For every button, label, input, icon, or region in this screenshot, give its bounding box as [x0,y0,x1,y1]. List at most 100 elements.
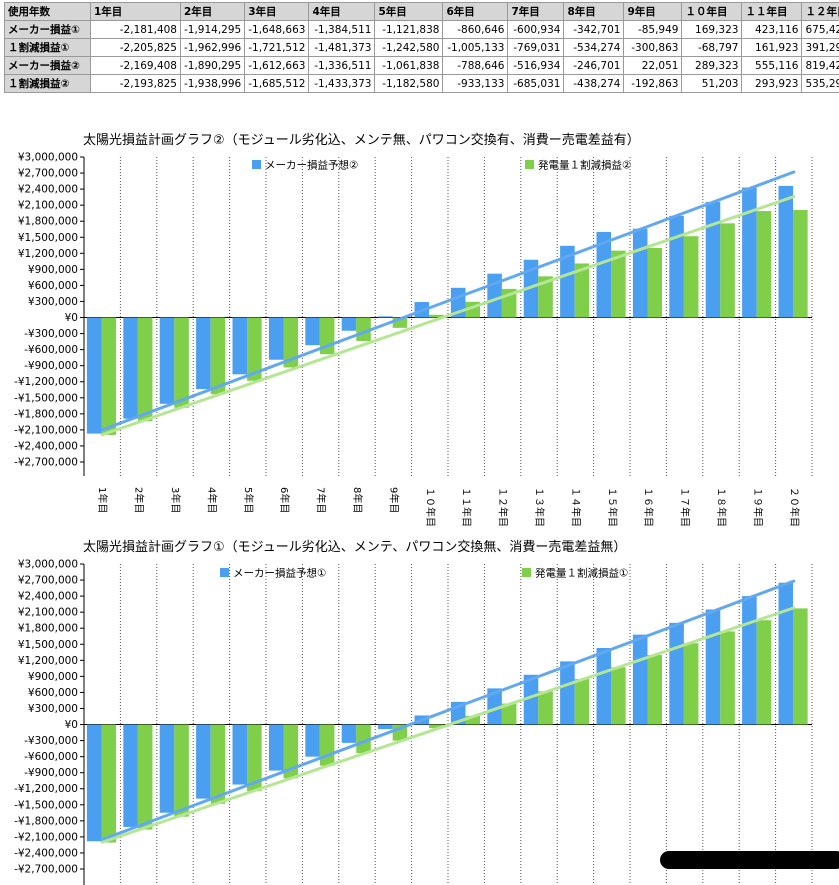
table-cell: -685,031 [508,75,564,93]
table-cell: -1,481,373 [309,39,375,57]
x-tick-label: 9年目 [387,487,400,513]
table-header-cell: 6年目 [443,3,508,21]
table-cell: 51,203 [682,75,742,93]
bar [611,667,626,724]
bar [779,583,794,725]
y-tick-label: ¥3,000,000 [18,559,78,571]
x-tick-label: 1年目 [96,487,109,513]
bar [378,725,393,730]
table-header-cell: 9年目 [624,3,682,21]
table-cell: -1,182,580 [375,75,443,93]
table-cell: 423,116 [742,21,802,39]
bar [684,236,699,317]
legend-swatch [220,568,229,577]
bar [269,318,284,360]
chart2-plot: ¥3,000,000¥2,700,000¥2,400,000¥2,100,000… [0,148,839,540]
table-row: メーカー損益①-2,181,408-1,914,295-1,648,663-1,… [5,21,839,39]
x-tick-label: １６年目 [642,487,655,527]
x-tick-label: 8年目 [351,487,364,513]
table-cell: -1,938,996 [181,75,245,93]
y-tick-label: -¥1,200,000 [14,376,78,388]
x-tick-label: ２０年目 [788,487,801,527]
table-cell: -1,685,512 [245,75,309,93]
table-header-cell: 使用年数 [5,3,91,21]
legend-swatch [252,160,261,169]
y-tick-label: ¥2,100,000 [18,200,78,212]
bar [757,620,772,724]
bar [669,216,684,318]
table-cell: -534,274 [564,39,624,57]
bar [138,318,153,422]
bar [101,318,116,435]
bar [305,318,320,346]
x-tick-label: １３年目 [533,487,546,527]
y-tick-label: ¥1,500,000 [18,639,78,651]
bar [211,725,226,804]
legend-label: メーカー損益予想② [265,159,358,172]
table-cell: -1,121,838 [375,21,443,39]
table-cell: 675,428 [802,21,839,39]
bar [233,318,248,375]
table-cell: -788,646 [443,57,508,75]
bar [538,691,553,724]
x-tick-label: １５年目 [606,487,619,527]
table-header-cell: １０年目 [682,3,742,21]
table-cell: -2,193,825 [91,75,181,93]
legend-swatch [525,160,534,169]
table-cell: -1,914,295 [181,21,245,39]
bar [138,725,153,830]
y-tick-label: -¥900,000 [24,767,78,779]
table-cell: -933,133 [443,75,508,93]
bar [611,251,626,318]
bar [633,229,648,318]
bar [378,316,393,317]
table-cell: -2,205,825 [91,39,181,57]
bar [233,725,248,785]
table-cell: 391,298 [802,39,839,57]
legend-swatch [522,568,531,577]
row-label: メーカー損益① [5,21,91,39]
bar [742,596,757,724]
table-cell: -85,949 [624,21,682,39]
table-cell: -1,433,373 [309,75,375,93]
y-tick-label: -¥1,500,000 [14,392,78,404]
bar [87,725,102,842]
bar [160,725,175,813]
x-tick-label: １２年目 [497,487,510,527]
x-tick-label: １４年目 [569,487,582,527]
bar [160,318,175,404]
y-tick-label: ¥900,000 [28,671,78,683]
chart1-title: 太陽光損益計画グラフ①（モジュール劣化込、メンテ、パワコン交換無、消費ー売電差益… [83,536,626,555]
bar [101,725,116,843]
x-tick-label: １７年目 [679,487,692,527]
table-cell: -1,721,512 [245,39,309,57]
table-header-cell: 4年目 [309,3,375,21]
x-tick-label: 6年目 [278,487,291,513]
y-tick-label: -¥600,000 [24,344,78,356]
bar [720,223,735,317]
table-cell: -769,031 [508,39,564,57]
y-tick-label: ¥1,800,000 [18,216,78,228]
bar [720,631,735,724]
x-tick-label: 5年目 [242,487,255,513]
row-label: メーカー損益② [5,57,91,75]
bar [342,318,357,331]
bar [305,725,320,757]
table-cell: -300,863 [624,39,682,57]
bar [342,725,357,743]
y-tick-label: ¥600,000 [28,687,78,699]
table-cell: 819,428 [802,57,839,75]
y-tick-label: -¥2,400,000 [14,847,78,859]
y-tick-label: -¥300,000 [24,328,78,340]
bar [706,202,721,318]
y-tick-label: -¥2,700,000 [14,864,78,876]
table-cell: 22,051 [624,57,682,75]
bar [669,623,684,725]
x-tick-label: 2年目 [133,487,146,513]
table-cell: 169,323 [682,21,742,39]
legend-label: 発電量１割減損益② [538,159,631,172]
x-tick-label: 3年目 [169,487,182,513]
redaction-bar [660,851,839,869]
y-tick-label: -¥2,700,000 [14,457,78,469]
